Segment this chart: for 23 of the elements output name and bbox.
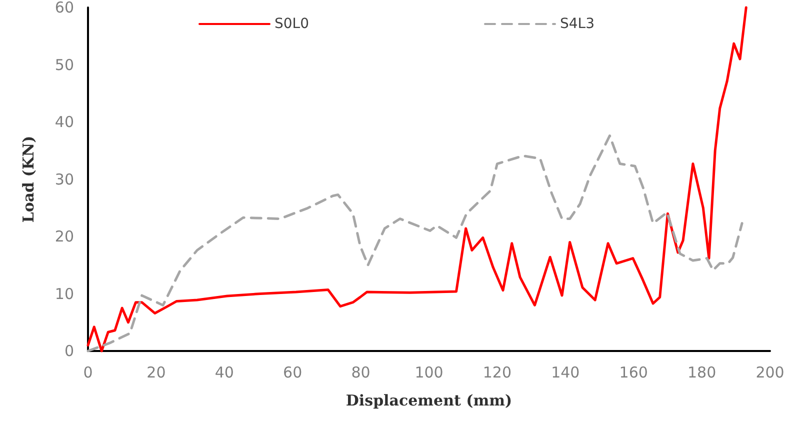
y-axis-title: Load (KN) [20,136,38,223]
legend-label: S0L0 [274,16,310,32]
y-tick-label: 0 [64,342,74,360]
x-tick-label: 180 [687,364,716,382]
x-tick-label: 80 [351,364,370,382]
line-series [86,134,744,352]
x-tick-label: 120 [482,364,512,382]
y-tick-label: 20 [54,228,74,246]
x-tick-label: 0 [83,364,93,382]
x-tick-label: 60 [283,364,302,382]
x-tick-label: 20 [146,364,166,382]
y-tick-label: 30 [54,170,74,188]
legend-label: S4L3 [560,16,595,32]
x-tick-label: 140 [551,364,580,382]
x-axis-title: Displacement (mm) [346,392,512,410]
y-tick-label: 10 [54,284,74,303]
x-tick-label: 100 [414,364,444,382]
y-tick-label: 60 [54,0,74,16]
y-tick-label: 40 [54,113,74,131]
x-tick-label: 200 [756,364,784,382]
x-tick-label: 160 [619,364,648,382]
x-tick-label: 40 [214,364,234,382]
y-tick-label: 50 [54,56,74,74]
